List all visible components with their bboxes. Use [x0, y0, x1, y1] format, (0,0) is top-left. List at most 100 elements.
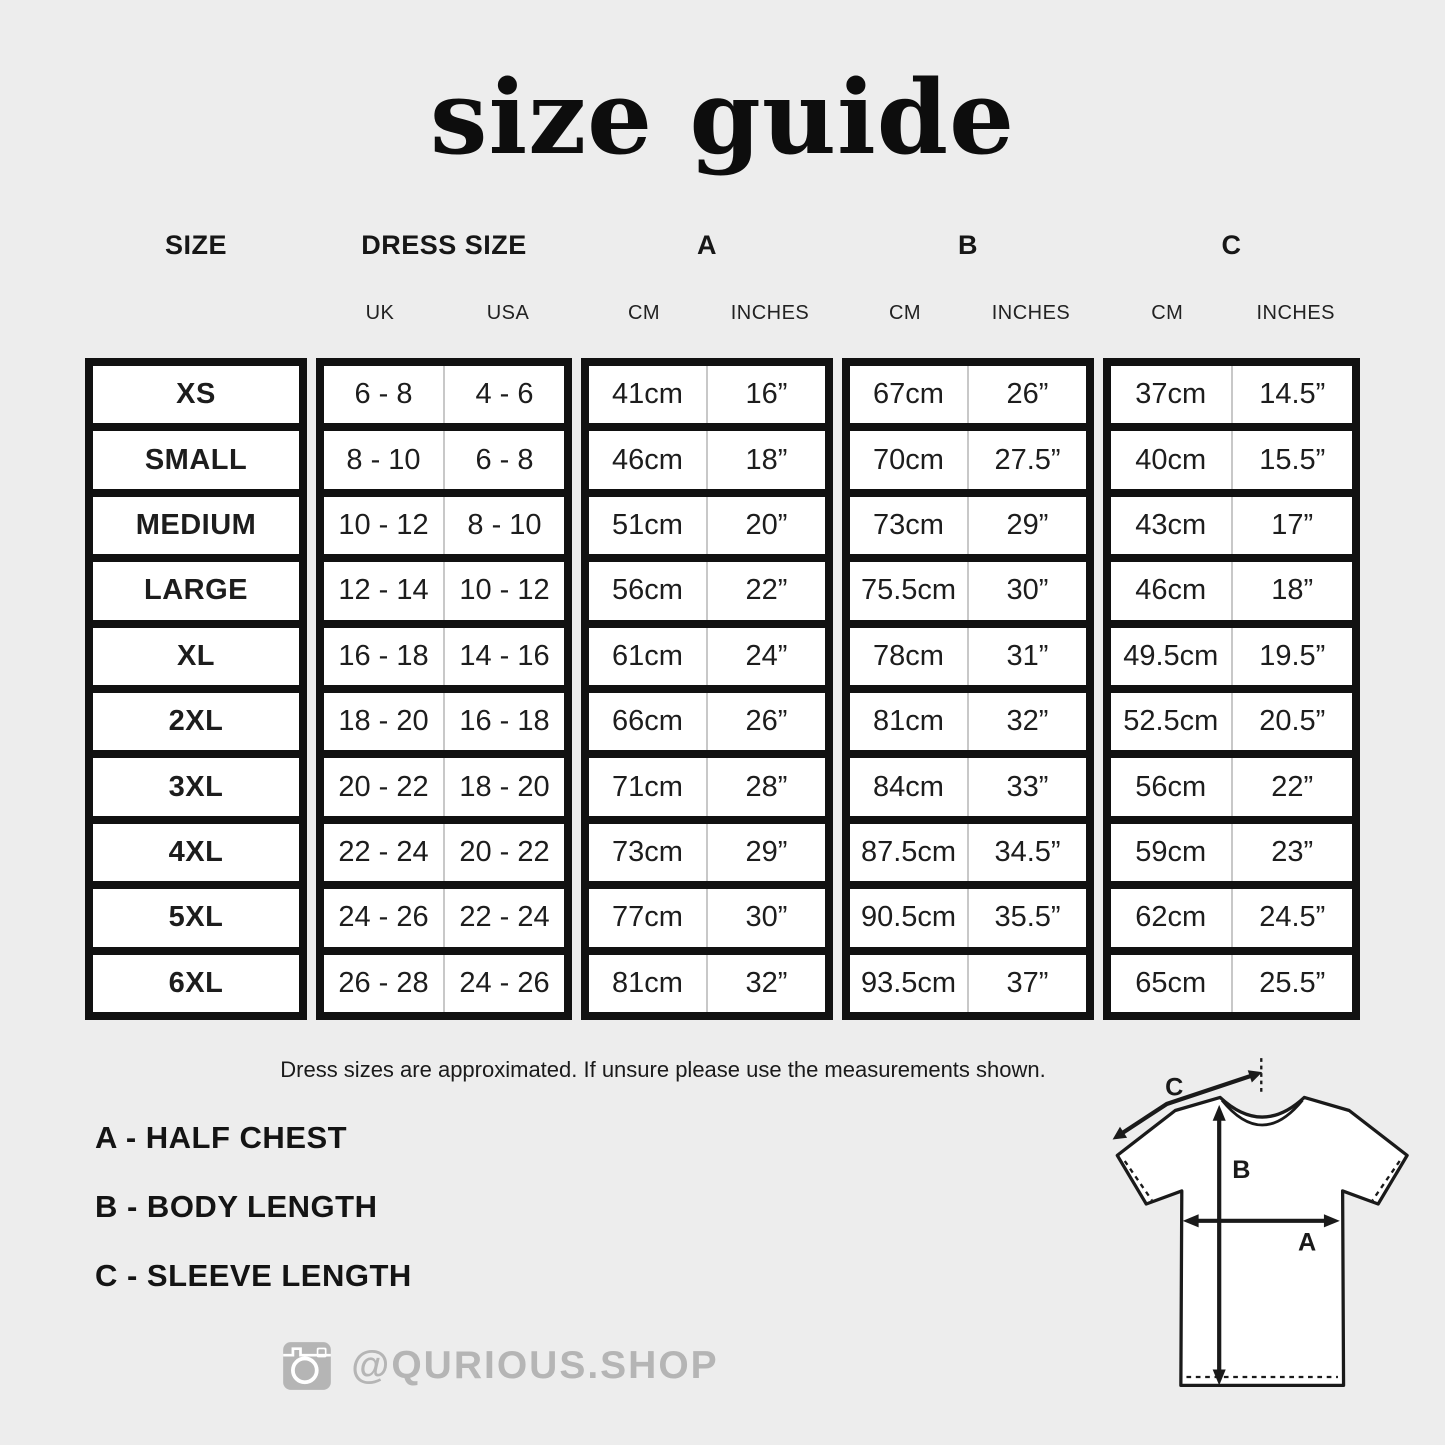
b-cm-cell: 81cm — [873, 705, 944, 738]
table-row: 2XL — [93, 685, 299, 750]
b-cm-cell: 73cm — [873, 509, 944, 542]
c-inches-cell: 18” — [1230, 562, 1353, 620]
table-row: 59cm 23” — [1111, 815, 1353, 882]
c-cm-cell: 56cm — [1135, 770, 1207, 803]
c-inches-cell: 15.5” — [1230, 431, 1353, 489]
usa-cell: 6 - 8 — [443, 431, 564, 489]
table-row: 37cm 14.5” — [1111, 366, 1352, 424]
table-row: 66cm 26” — [589, 685, 825, 751]
table-row: XL — [93, 619, 299, 685]
a-cm-cell: 81cm — [612, 966, 683, 999]
legend-body-length: B - BODY LENGTH — [95, 1189, 378, 1224]
subheader-spacer — [85, 302, 307, 325]
dress-size-column-group: 6 - 8 4 - 6 8 - 10 6 - 8 10 - 12 8 - 10 … — [316, 358, 572, 1020]
table-row: 77cm 30” — [589, 881, 825, 947]
c-cm-cell: 46cm — [1135, 574, 1207, 607]
uk-cell: 26 - 28 — [338, 966, 429, 999]
a-cm-cell: 71cm — [612, 770, 683, 803]
a-cm-cell: 66cm — [612, 705, 683, 738]
c-column-group: 37cm 14.5” 40cm 15.5” 43cm 17” 46cm 18” — [1103, 358, 1360, 1020]
instagram-handle: @QURIOUS.SHOP — [351, 1344, 719, 1387]
page-title: size guide — [430, 58, 1015, 178]
c-inches-cell: 19.5” — [1230, 627, 1353, 686]
a-inches-cell: 24” — [706, 627, 825, 686]
c-cm-cell: 52.5cm — [1123, 705, 1219, 738]
legend-sleeve-length: C - SLEEVE LENGTH — [95, 1258, 412, 1293]
c-cm-cell: 43cm — [1135, 509, 1207, 542]
b-inches-cell: 33” — [967, 758, 1086, 816]
tshirt-measurement-diagram: C B A — [1112, 1058, 1409, 1388]
subheader-b-cm: CM — [888, 302, 922, 324]
instagram-camera-icon — [283, 1342, 332, 1390]
table-row: LARGE — [93, 554, 299, 619]
usa-cell: 18 - 20 — [443, 758, 564, 816]
uk-cell: 18 - 20 — [338, 705, 429, 738]
subheader-uk: UK — [365, 302, 395, 324]
b-cm-cell: 84cm — [873, 770, 944, 803]
diagram-label-c: C — [1165, 1074, 1183, 1102]
a-cm-cell: 46cm — [612, 443, 683, 476]
c-inches-cell: 24.5” — [1230, 889, 1353, 947]
arrow-c — [1112, 1070, 1263, 1140]
usa-cell: 20 - 22 — [443, 823, 564, 882]
column-subheaders: UK USA CM INCHES CM INCHES CM INCHES — [85, 302, 1360, 325]
size-cell: 4XL — [168, 836, 224, 869]
b-inches-cell: 32” — [967, 693, 1086, 751]
a-cm-cell: 56cm — [612, 574, 683, 607]
size-cell: LARGE — [144, 574, 248, 607]
table-row: 16 - 18 14 - 16 — [324, 619, 564, 686]
c-cm-cell: 37cm — [1135, 378, 1207, 411]
table-row: 67cm 26” — [850, 366, 1086, 424]
usa-cell: 24 - 26 — [443, 954, 564, 1013]
b-cm-cell: 67cm — [873, 378, 944, 411]
b-cm-cell: 90.5cm — [860, 901, 957, 934]
table-body: XS SMALL MEDIUM LARGE XL — [85, 358, 1360, 1020]
subheaders-dress-size: UK USA — [316, 302, 572, 325]
size-cell: 2XL — [168, 705, 224, 738]
column-headers: SIZE DRESS SIZE A B C — [85, 230, 1360, 261]
c-cm-cell: 40cm — [1135, 443, 1207, 476]
size-cell: MEDIUM — [135, 509, 257, 542]
b-inches-cell: 31” — [967, 627, 1086, 686]
table-row: 52.5cm 20.5” — [1111, 685, 1353, 751]
table-row: 71cm 28” — [589, 750, 825, 816]
usa-cell: 16 - 18 — [443, 693, 564, 751]
arrow-b — [1212, 1104, 1226, 1386]
table-row: 46cm 18” — [589, 423, 825, 489]
table-row: 46cm 18” — [1111, 554, 1353, 620]
diagram-label-b: B — [1232, 1156, 1250, 1184]
collar-inner-line — [1220, 1099, 1304, 1127]
uk-cell: 24 - 26 — [338, 901, 429, 934]
table-row: 70cm 27.5” — [850, 423, 1086, 489]
usa-cell: 8 - 10 — [443, 496, 564, 555]
a-cm-cell: 41cm — [612, 378, 683, 411]
size-cell: 6XL — [168, 966, 224, 999]
a-inches-cell: 30” — [706, 889, 825, 947]
table-row: 4XL — [93, 815, 299, 881]
uk-cell: 16 - 18 — [338, 639, 429, 672]
b-inches-cell: 26” — [967, 366, 1086, 424]
c-inches-cell: 20.5” — [1230, 693, 1353, 751]
uk-cell: 22 - 24 — [338, 836, 429, 869]
a-inches-cell: 22” — [706, 562, 825, 620]
table-row: 20 - 22 18 - 20 — [324, 750, 564, 816]
table-row: 65cm 25.5” — [1111, 946, 1352, 1013]
size-cell: 3XL — [168, 770, 224, 803]
table-row: 3XL — [93, 750, 299, 815]
table-row: 12 - 14 10 - 12 — [324, 554, 564, 620]
arrow-a — [1182, 1214, 1340, 1228]
a-cm-cell: 77cm — [612, 901, 683, 934]
a-inches-cell: 18” — [706, 431, 825, 489]
subheader-c-cm: CM — [1151, 302, 1184, 324]
table-row: 43cm 17” — [1111, 488, 1352, 555]
table-row: 41cm 16” — [589, 366, 825, 424]
table-row: 18 - 20 16 - 18 — [324, 685, 564, 751]
c-cm-cell: 62cm — [1135, 901, 1207, 934]
left-sleeve-hem-dashed — [1123, 1160, 1153, 1201]
table-row: SMALL — [93, 423, 299, 488]
subheader-a-inches: INCHES — [730, 302, 810, 324]
c-inches-cell: 23” — [1230, 823, 1353, 882]
column-header-b: B — [958, 230, 978, 260]
table-row: 78cm 31” — [850, 619, 1086, 686]
size-cell: SMALL — [144, 443, 248, 476]
